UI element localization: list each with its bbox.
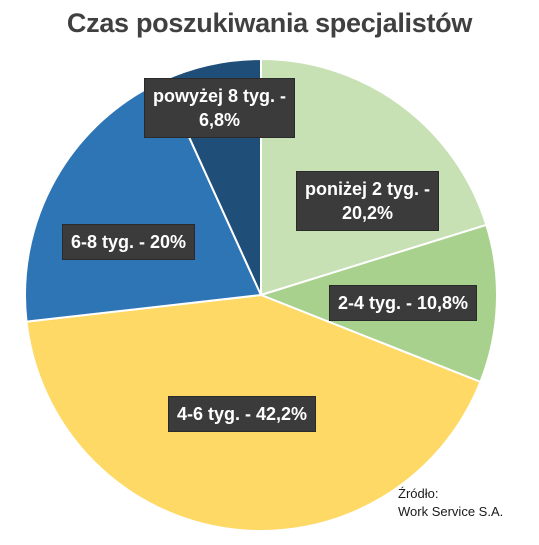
slice-label-2-4-weeks: 2-4 tyg. - 10,8%	[329, 285, 478, 321]
slice-label-6-8-weeks-line1: 6-8 tyg. - 20%	[71, 232, 187, 252]
slice-label-4-6-weeks: 4-6 tyg. - 42,2%	[168, 396, 317, 432]
slice-label-above-8-weeks-line1: powyżej 8 tyg. -	[153, 86, 287, 106]
slice-label-6-8-weeks: 6-8 tyg. - 20%	[62, 224, 196, 260]
slice-label-4-6-weeks-line1: 4-6 tyg. - 42,2%	[177, 404, 308, 424]
chart-title: Czas poszukiwania specjalistów	[66, 8, 473, 38]
slice-label-above-8-weeks-line2: 6,8%	[199, 110, 241, 130]
slice-label-below-2-weeks-line2: 20,2%	[341, 203, 394, 223]
pie-slice-6-8-weeks	[24, 78, 263, 323]
slice-label-below-2-weeks: poniżej 2 tyg. - 20,2%	[296, 171, 440, 231]
slice-label-below-2-weeks-line1: poniżej 2 tyg. -	[305, 179, 431, 199]
source-line2: Work Service S.A.	[398, 504, 504, 519]
source-line1: Źródło:	[398, 486, 439, 501]
slice-label-above-8-weeks: powyżej 8 tyg. - 6,8%	[144, 78, 296, 138]
slice-label-2-4-weeks-line1: 2-4 tyg. - 10,8%	[338, 293, 469, 313]
source-note: Źródło: Work Service S.A.	[398, 485, 503, 521]
